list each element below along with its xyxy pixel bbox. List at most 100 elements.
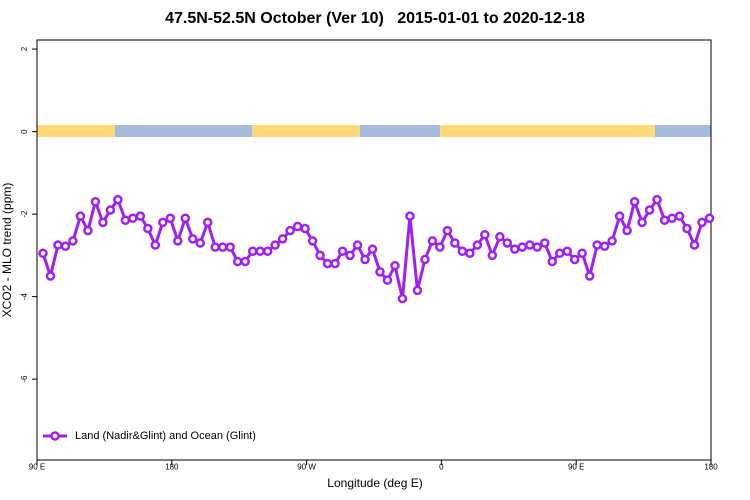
data-point bbox=[577, 248, 587, 259]
data-point bbox=[225, 242, 235, 252]
data-point bbox=[510, 244, 520, 254]
data-point bbox=[472, 240, 483, 250]
data-point bbox=[607, 236, 617, 246]
data-point bbox=[270, 240, 280, 250]
data-point bbox=[427, 236, 438, 246]
data-point bbox=[487, 250, 498, 261]
data-point bbox=[113, 194, 123, 205]
data-point bbox=[667, 213, 677, 223]
data-point bbox=[622, 225, 632, 236]
data-point bbox=[682, 223, 692, 234]
data-point bbox=[637, 217, 647, 228]
y-tick-label: -4 bbox=[20, 293, 29, 301]
legend-label: Land (Nadir&Glint) and Ocean (Glint) bbox=[75, 430, 256, 442]
data-point bbox=[105, 205, 116, 215]
data-point bbox=[180, 213, 191, 223]
x-tick-label: 90 W bbox=[297, 463, 316, 472]
chart-title: 47.5N-52.5N October (Ver 10) 2015-01-01 … bbox=[165, 10, 585, 27]
data-point bbox=[352, 240, 363, 250]
x-tick-label: 180 bbox=[704, 463, 718, 472]
data-point bbox=[525, 240, 535, 250]
data-point bbox=[539, 238, 550, 248]
legend-marker bbox=[50, 431, 60, 441]
x-tick-label: 90 E bbox=[568, 463, 584, 472]
land-ocean-band bbox=[37, 125, 711, 137]
data-point bbox=[188, 234, 198, 244]
data-point bbox=[53, 240, 63, 250]
data-point bbox=[307, 236, 318, 246]
data-point bbox=[547, 256, 557, 267]
y-tick-label: -2 bbox=[20, 210, 29, 218]
data-point bbox=[165, 213, 176, 223]
plot-frame bbox=[36, 39, 712, 461]
data-point bbox=[98, 217, 108, 228]
data-point bbox=[704, 213, 715, 223]
data-point bbox=[120, 215, 131, 226]
data-point bbox=[367, 244, 378, 254]
data-point bbox=[592, 240, 602, 250]
data-point bbox=[300, 223, 310, 234]
data-point bbox=[322, 258, 333, 269]
data-point bbox=[45, 271, 56, 281]
data-point bbox=[435, 242, 445, 252]
data-point bbox=[584, 271, 595, 281]
x-tick-label: 90 E bbox=[29, 463, 45, 472]
data-point bbox=[442, 225, 453, 236]
data-point bbox=[382, 275, 393, 285]
data-point bbox=[232, 256, 243, 267]
data-point bbox=[554, 248, 565, 259]
data-point bbox=[659, 215, 670, 226]
data-point bbox=[173, 236, 183, 246]
x-tick-label: 0 bbox=[439, 463, 444, 472]
data-point bbox=[360, 254, 370, 265]
data-point bbox=[397, 293, 408, 304]
y-axis-label: XCO2 - MLO trend (ppm) bbox=[0, 183, 14, 318]
data-point bbox=[629, 196, 640, 207]
data-point bbox=[90, 196, 101, 207]
data-point bbox=[262, 246, 273, 256]
data-point bbox=[644, 205, 655, 215]
data-point bbox=[495, 232, 505, 242]
data-point bbox=[83, 225, 93, 236]
data-point bbox=[217, 242, 228, 252]
y-tick-label: 2 bbox=[20, 46, 29, 51]
data-point bbox=[532, 242, 543, 252]
y-tick-label: 0 bbox=[20, 129, 29, 134]
x-axis-label: Longitude (deg E) bbox=[327, 476, 422, 490]
data-point bbox=[210, 242, 220, 252]
data-point bbox=[412, 285, 423, 296]
data-point bbox=[38, 248, 48, 259]
land-segment bbox=[440, 125, 655, 137]
data-point bbox=[60, 241, 71, 252]
data-point bbox=[562, 246, 572, 256]
data-point bbox=[517, 242, 528, 252]
data-point bbox=[135, 211, 146, 221]
ocean-segment bbox=[360, 125, 440, 137]
data-point bbox=[255, 246, 265, 256]
data-point bbox=[337, 246, 348, 256]
data-point bbox=[697, 217, 707, 228]
land-segment bbox=[37, 125, 115, 137]
data-point bbox=[143, 223, 153, 234]
data-point bbox=[128, 213, 138, 223]
data-point bbox=[285, 225, 295, 236]
data-point bbox=[465, 248, 475, 259]
ocean-segment bbox=[115, 125, 252, 137]
data-point bbox=[202, 217, 213, 228]
data-point bbox=[457, 246, 468, 256]
data-point bbox=[689, 240, 700, 250]
data-point bbox=[405, 211, 415, 221]
data-point bbox=[247, 246, 258, 256]
data-point bbox=[569, 254, 580, 265]
ocean-segment bbox=[655, 125, 711, 137]
data-point bbox=[652, 194, 662, 205]
data-point bbox=[674, 211, 685, 221]
data-point bbox=[158, 217, 168, 228]
data-point bbox=[480, 229, 490, 240]
data-point bbox=[345, 250, 355, 261]
x-tick-label: 180 bbox=[165, 463, 179, 472]
data-point bbox=[75, 211, 86, 221]
data-point bbox=[390, 260, 400, 271]
data-point bbox=[614, 211, 625, 221]
data-point bbox=[277, 234, 288, 244]
